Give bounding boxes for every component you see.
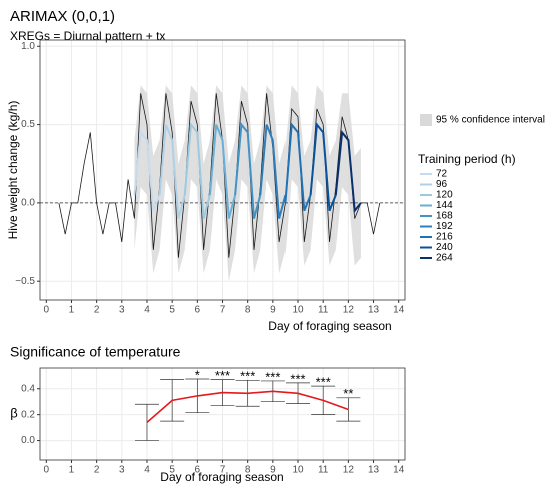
x-tick-label: 4 <box>144 465 150 476</box>
x-tick-label: 6 <box>195 305 201 316</box>
x-tick-label: 10 <box>292 465 304 476</box>
x-tick-label: 11 <box>318 305 329 316</box>
y-tick-label: −0.5 <box>15 276 35 287</box>
x-tick-label: 2 <box>94 305 100 316</box>
x-tick-label: 3 <box>119 465 125 476</box>
x-tick-label: 10 <box>292 305 304 316</box>
y-tick-label: 0.5 <box>21 119 35 130</box>
forecast-line <box>158 124 186 219</box>
x-tick-label: 6 <box>195 465 201 476</box>
x-tick-label: 5 <box>169 305 175 316</box>
x-tick-label: 1 <box>69 465 75 476</box>
y-axis-label: Hive weight change (kg/h) <box>6 101 20 240</box>
forecast-line <box>133 129 161 212</box>
legend-label: 96 <box>436 179 448 190</box>
x-tick-label: 8 <box>245 305 251 316</box>
y-tick-label: 0.4 <box>21 383 35 394</box>
forecast-line <box>284 122 312 212</box>
y-tick-label: 0.2 <box>21 409 35 420</box>
x-tick-label: 8 <box>245 465 251 476</box>
legend-label: 72 <box>436 169 448 180</box>
estimate-line <box>146 390 349 424</box>
legend-label: 95 % confidence interval <box>436 115 545 126</box>
legend-label: 264 <box>436 253 453 264</box>
legend-title: Training period (h) <box>418 152 516 166</box>
significance-label: *** <box>290 371 305 386</box>
forecast-line <box>259 124 287 219</box>
x-tick-label: 12 <box>343 305 355 316</box>
legend-label: 192 <box>436 221 453 232</box>
x-tick-label: 2 <box>94 465 100 476</box>
forecast-line <box>334 129 362 214</box>
forecast-line <box>309 122 337 212</box>
x-tick-label: 0 <box>44 465 50 476</box>
legend-label: 168 <box>436 211 453 222</box>
legend-swatch <box>420 114 432 126</box>
significance-label: ** <box>343 386 353 401</box>
x-tick-label: 14 <box>393 465 405 476</box>
legend-label: 120 <box>436 190 453 201</box>
forecast-line <box>183 122 211 219</box>
significance-label: * <box>195 367 200 382</box>
x-tick-label: 5 <box>169 465 175 476</box>
x-tick-label: 11 <box>318 465 329 476</box>
forecast-line <box>234 122 262 219</box>
significance-label: *** <box>265 369 280 384</box>
x-tick-label: 0 <box>44 305 50 316</box>
legend-label: 240 <box>436 242 453 253</box>
y-tick-label: 1.0 <box>21 41 35 52</box>
x-tick-label: 4 <box>144 305 150 316</box>
significance-label: *** <box>240 369 255 384</box>
chart-title: ARIMAX (0,0,1) <box>10 8 115 25</box>
x-axis-label: Day of foraging season <box>268 319 391 333</box>
forecast-line <box>208 124 237 219</box>
y-axis-label: β <box>10 405 17 420</box>
legend-label: 144 <box>436 200 453 211</box>
x-tick-label: 9 <box>270 465 276 476</box>
x-axis-label: Day of foraging season <box>160 470 283 484</box>
x-tick-label: 7 <box>220 465 226 476</box>
plot-frame <box>39 39 406 301</box>
x-tick-label: 3 <box>119 305 125 316</box>
x-tick-label: 13 <box>368 305 380 316</box>
chart-title: Significance of temperature <box>10 344 181 360</box>
x-tick-label: 14 <box>393 305 405 316</box>
y-tick-label: 0.0 <box>21 435 35 446</box>
significance-label: *** <box>316 375 331 390</box>
x-tick-label: 1 <box>69 305 75 316</box>
plot-frame <box>39 367 406 461</box>
x-tick-label: 12 <box>343 465 355 476</box>
x-tick-label: 13 <box>368 465 380 476</box>
x-tick-label: 9 <box>270 305 276 316</box>
y-tick-label: 0.0 <box>21 198 35 209</box>
legend-label: 216 <box>436 232 453 243</box>
x-tick-label: 7 <box>220 305 226 316</box>
significance-label: *** <box>215 368 230 383</box>
